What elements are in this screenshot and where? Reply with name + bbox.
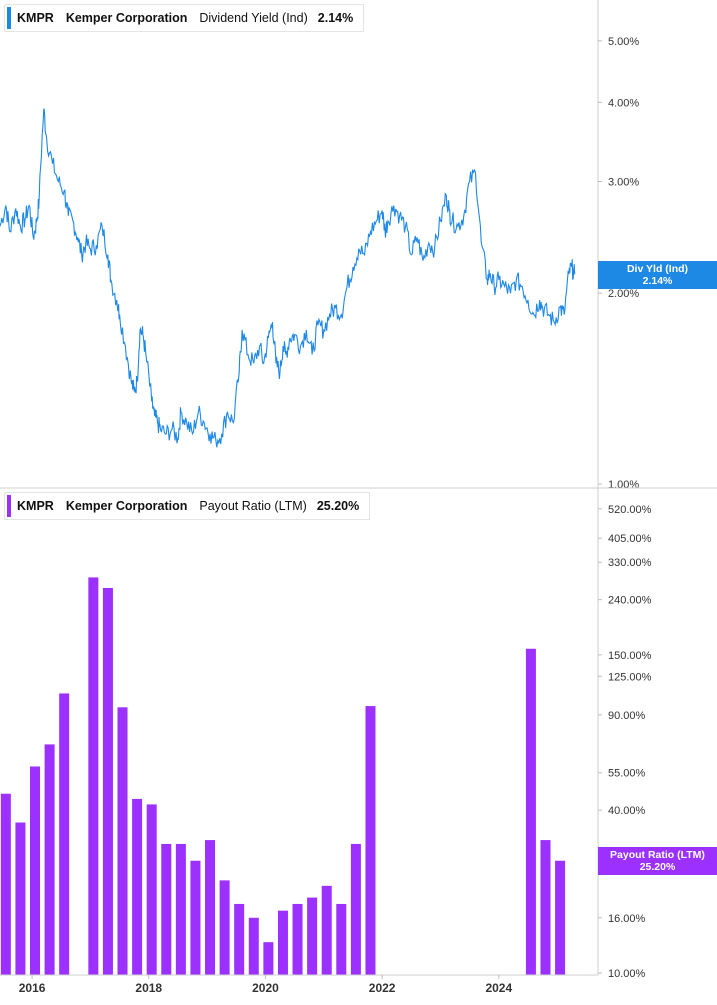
bottom-y-tick-label: 520.00%	[608, 504, 652, 516]
payout-ratio-bar	[365, 706, 376, 975]
payout-ratio-bar	[0, 793, 11, 975]
payout-ratio-bar	[248, 917, 259, 975]
bottom-y-tick-label: 330.00%	[608, 557, 652, 569]
payout-ratio-bar	[234, 903, 245, 975]
payout-ratio-bar	[205, 840, 216, 975]
payout-ratio-bar	[175, 843, 186, 975]
payout-ratio-bar	[117, 707, 128, 975]
top-legend-ticker: KMPR	[17, 11, 54, 25]
x-tick-label: 2024	[485, 981, 512, 995]
bottom-y-tick-label: 150.00%	[608, 650, 652, 662]
top-y-tick-label: 1.00%	[608, 479, 639, 491]
payout-ratio-bar	[88, 577, 99, 975]
bottom-y-tick-label: 240.00%	[608, 595, 652, 607]
top-tag-label: Div Yld (Ind)	[626, 262, 689, 275]
payout-ratio-bar	[525, 648, 536, 975]
payout-ratio-bar	[292, 903, 303, 975]
payout-ratio-bar	[307, 897, 318, 975]
bottom-y-tick-label: 125.00%	[608, 671, 652, 683]
bottom-tag-label: Payout Ratio (LTM)	[610, 848, 705, 861]
top-legend-value: 2.14%	[317, 11, 354, 25]
payout-ratio-bar	[132, 798, 143, 975]
payout-ratio-value-tag: Payout Ratio (LTM) 25.20%	[598, 846, 717, 875]
top-y-axis: 1.00% 2.00% 3.00% 4.00% 5.00%	[598, 36, 639, 491]
payout-ratio-bars	[0, 577, 566, 975]
x-tick-label: 2020	[252, 981, 279, 995]
payout-ratio-bar	[277, 910, 288, 975]
top-y-tick-label: 3.00%	[608, 177, 639, 189]
payout-ratio-bar	[219, 880, 230, 975]
x-tick-label: 2018	[135, 981, 162, 995]
bottom-legend: KMPR Kemper Corporation Payout Ratio (LT…	[4, 492, 371, 520]
bottom-y-axis: 10.00% 16.00% 40.00% 55.00% 90.00% 125.00% 150…	[598, 504, 652, 980]
payout-ratio-bar	[59, 693, 70, 975]
payout-ratio-bar	[540, 840, 551, 975]
payout-ratio-bar	[555, 860, 566, 975]
dividend-yield-value-tag: Div Yld (Ind) 2.14%	[598, 260, 717, 289]
top-legend: KMPR Kemper Corporation Dividend Yield (…	[4, 4, 365, 32]
x-tick-label: 2022	[369, 981, 396, 995]
bottom-legend-swatch	[7, 495, 11, 517]
top-legend-metric: Dividend Yield (Ind)	[199, 11, 308, 25]
payout-ratio-bar	[102, 588, 113, 975]
bottom-y-tick-label: 40.00%	[608, 805, 646, 817]
payout-ratio-bar	[263, 942, 274, 975]
top-legend-company: Kemper Corporation	[65, 11, 188, 25]
payout-ratio-bar	[146, 804, 157, 975]
payout-ratio-bar	[190, 860, 201, 975]
top-y-tick-label: 2.00%	[608, 288, 639, 300]
bottom-legend-value: 25.20%	[316, 499, 360, 513]
payout-ratio-bar	[350, 843, 361, 975]
bottom-y-tick-label: 90.00%	[608, 710, 646, 722]
payout-ratio-bar	[44, 744, 55, 975]
top-y-tick-label: 5.00%	[608, 36, 639, 48]
dividend-yield-panel: 1.00% 2.00% 3.00% 4.00% 5.00%	[0, 0, 639, 491]
bottom-y-tick-label: 405.00%	[608, 533, 652, 545]
dividend-yield-line	[0, 108, 576, 448]
payout-ratio-bar	[15, 822, 26, 975]
payout-ratio-bar	[321, 885, 332, 975]
top-legend-swatch	[7, 7, 11, 29]
payout-ratio-bar	[30, 766, 41, 975]
x-tick-label: 2016	[19, 981, 46, 995]
x-axis: 2016 2018 2020 2022 2024	[19, 975, 512, 995]
bottom-y-tick-label: 16.00%	[608, 913, 646, 925]
bottom-legend-ticker: KMPR	[17, 499, 54, 513]
bottom-y-tick-label: 55.00%	[608, 768, 646, 780]
payout-ratio-panel: 10.00% 16.00% 40.00% 55.00% 90.00% 125.00% 150…	[0, 488, 652, 980]
top-y-tick-label: 4.00%	[608, 97, 639, 109]
bottom-legend-company: Kemper Corporation	[65, 499, 188, 513]
bottom-tag-value: 25.20%	[639, 860, 676, 873]
payout-ratio-bar	[161, 843, 172, 975]
bottom-legend-metric: Payout Ratio (LTM)	[199, 499, 307, 513]
bottom-y-tick-label: 10.00%	[608, 968, 646, 980]
top-tag-value: 2.14%	[642, 274, 673, 287]
payout-ratio-bar	[336, 903, 347, 975]
